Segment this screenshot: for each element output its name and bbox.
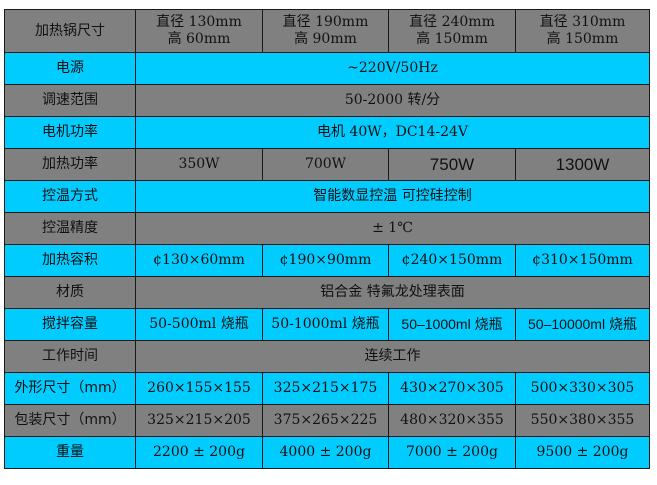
height: 高 60mm bbox=[167, 31, 231, 47]
row-power-supply: 电源 ~220V/50Hz bbox=[4, 52, 650, 85]
cell: 1300W bbox=[515, 148, 650, 181]
cell: 铝合金 特氟龙处理表面 bbox=[135, 276, 650, 309]
row-weight: 重量 2200 ± 200g 4000 ± 200g 7000 ± 200g 9… bbox=[4, 436, 650, 469]
cell: 50–10000ml 烧瓶 bbox=[515, 308, 650, 341]
cell: 4000 ± 200g bbox=[262, 436, 389, 469]
row-pot-size: 加热锅尺寸 直径 130mm 高 60mm 直径 190mm 高 90mm 直径 2… bbox=[4, 9, 650, 53]
row-label: 搅拌容量 bbox=[4, 308, 136, 341]
height: 高 150mm bbox=[416, 31, 488, 47]
cell: 直径 190mm 高 90mm bbox=[262, 9, 389, 53]
row-label: 加热锅尺寸 bbox=[4, 9, 136, 53]
row-heating-volume: 加热容积 ¢130×60mm ¢190×90mm ¢240×150mm ¢310… bbox=[4, 244, 650, 277]
row-package: 包装尺寸（mm） 325×215×205 375×265×225 480×320… bbox=[4, 404, 650, 437]
row-heating-power: 加热功率 350W 700W 750W 1300W bbox=[4, 148, 650, 181]
row-label: 控温方式 bbox=[4, 180, 136, 213]
spec-table: 加热锅尺寸 直径 130mm 高 60mm 直径 190mm 高 90mm 直径 2… bbox=[4, 9, 650, 469]
cell: 325×215×175 bbox=[262, 372, 389, 405]
diameter: 直径 190mm bbox=[282, 14, 369, 30]
row-label: 电源 bbox=[4, 52, 136, 85]
row-label: 包装尺寸（mm） bbox=[4, 404, 136, 437]
cell: ¢240×150mm bbox=[388, 244, 516, 277]
height: 高 90mm bbox=[294, 31, 357, 47]
cell: 2200 ± 200g bbox=[135, 436, 263, 469]
cell: 700W bbox=[262, 148, 389, 181]
cell: 7000 ± 200g bbox=[388, 436, 516, 469]
cell: 430×270×305 bbox=[388, 372, 516, 405]
cell: 50–1000ml 烧瓶 bbox=[388, 308, 516, 341]
cell: ± 1℃ bbox=[135, 212, 650, 245]
cell: ~220V/50Hz bbox=[135, 52, 650, 85]
cell: 500×330×305 bbox=[515, 372, 650, 405]
row-label: 重量 bbox=[4, 436, 136, 469]
cell: 750W bbox=[388, 148, 516, 181]
row-label: 材质 bbox=[4, 276, 136, 309]
row-label: 调速范围 bbox=[4, 84, 136, 117]
row-temp-control: 控温方式 智能数显控温 可控硅控制 bbox=[4, 180, 650, 213]
diameter: 直径 310mm bbox=[539, 14, 626, 30]
row-material: 材质 铝合金 特氟龙处理表面 bbox=[4, 276, 650, 309]
row-label: 控温精度 bbox=[4, 212, 136, 245]
cell: 350W bbox=[135, 148, 263, 181]
cell: 480×320×355 bbox=[388, 404, 516, 437]
row-label: 工作时间 bbox=[4, 340, 136, 373]
cell: 直径 130mm 高 60mm bbox=[135, 9, 263, 53]
cell: 智能数显控温 可控硅控制 bbox=[135, 180, 650, 213]
row-dimensions: 外形尺寸（mm） 260×155×155 325×215×175 430×270… bbox=[4, 372, 650, 405]
cell: 325×215×205 bbox=[135, 404, 263, 437]
row-temp-accuracy: 控温精度 ± 1℃ bbox=[4, 212, 650, 245]
cell: 直径 240mm 高 150mm bbox=[388, 9, 516, 53]
cell: 电机 40W，DC14-24V bbox=[135, 116, 650, 149]
row-label: 加热容积 bbox=[4, 244, 136, 277]
cell: 50-2000 转/分 bbox=[135, 84, 650, 117]
cell: 375×265×225 bbox=[262, 404, 389, 437]
row-work-time: 工作时间 连续工作 bbox=[4, 340, 650, 373]
row-label: 电机功率 bbox=[4, 116, 136, 149]
height: 高 150mm bbox=[546, 31, 619, 47]
cell: ¢310×150mm bbox=[515, 244, 650, 277]
cell: ¢190×90mm bbox=[262, 244, 389, 277]
diameter: 直径 240mm bbox=[409, 14, 495, 30]
cell: 连续工作 bbox=[135, 340, 650, 373]
row-label: 外形尺寸（mm） bbox=[4, 372, 136, 405]
cell: 9500 ± 200g bbox=[515, 436, 650, 469]
cell: 50-1000ml 烧瓶 bbox=[262, 308, 389, 341]
diameter: 直径 130mm bbox=[156, 14, 242, 30]
row-label: 加热功率 bbox=[4, 148, 136, 181]
cell: 260×155×155 bbox=[135, 372, 263, 405]
row-speed-range: 调速范围 50-2000 转/分 bbox=[4, 84, 650, 117]
cell: ¢130×60mm bbox=[135, 244, 263, 277]
cell: 550×380×355 bbox=[515, 404, 650, 437]
cell: 直径 310mm 高 150mm bbox=[515, 9, 650, 53]
row-motor-power: 电机功率 电机 40W，DC14-24V bbox=[4, 116, 650, 149]
row-stir-capacity: 搅拌容量 50-500ml 烧瓶 50-1000ml 烧瓶 50–1000ml … bbox=[4, 308, 650, 341]
cell: 50-500ml 烧瓶 bbox=[135, 308, 263, 341]
